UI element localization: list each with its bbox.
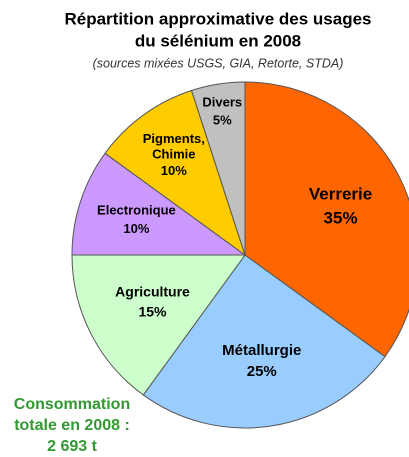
value-label: 5% bbox=[213, 113, 232, 128]
pie bbox=[71, 81, 409, 429]
slice-label: Métallurgie bbox=[222, 342, 301, 359]
slice-label: Electronique bbox=[97, 203, 176, 218]
slice-label: Divers bbox=[202, 94, 242, 109]
pie-slice bbox=[71, 254, 246, 396]
pie-slice bbox=[142, 254, 386, 429]
annotation: 2 693 t bbox=[47, 438, 97, 455]
value-label: 10% bbox=[161, 163, 187, 178]
pie-slice bbox=[244, 81, 409, 358]
chart-title: du sélénium en 2008 bbox=[135, 31, 301, 50]
value-label: 25% bbox=[247, 363, 277, 380]
chart-title: Répartition approximative des usages bbox=[64, 9, 371, 28]
pie-slice bbox=[104, 89, 246, 257]
slice-label: Verrerie bbox=[309, 185, 372, 204]
slice-label: Agriculture bbox=[115, 284, 190, 300]
value-label: 15% bbox=[138, 303, 167, 319]
pie-slice bbox=[71, 152, 247, 256]
chart-subtitle: (sources mixées USGS, GIA, Retorte, STDA… bbox=[93, 56, 344, 70]
pie-slice bbox=[190, 81, 246, 256]
value-label: 10% bbox=[123, 221, 149, 236]
annotation: totale en 2008 : bbox=[14, 417, 130, 434]
annotation: Consommation bbox=[14, 396, 130, 413]
value-label: 35% bbox=[324, 209, 358, 228]
slice-label: Pigments, Chimie bbox=[143, 132, 205, 163]
